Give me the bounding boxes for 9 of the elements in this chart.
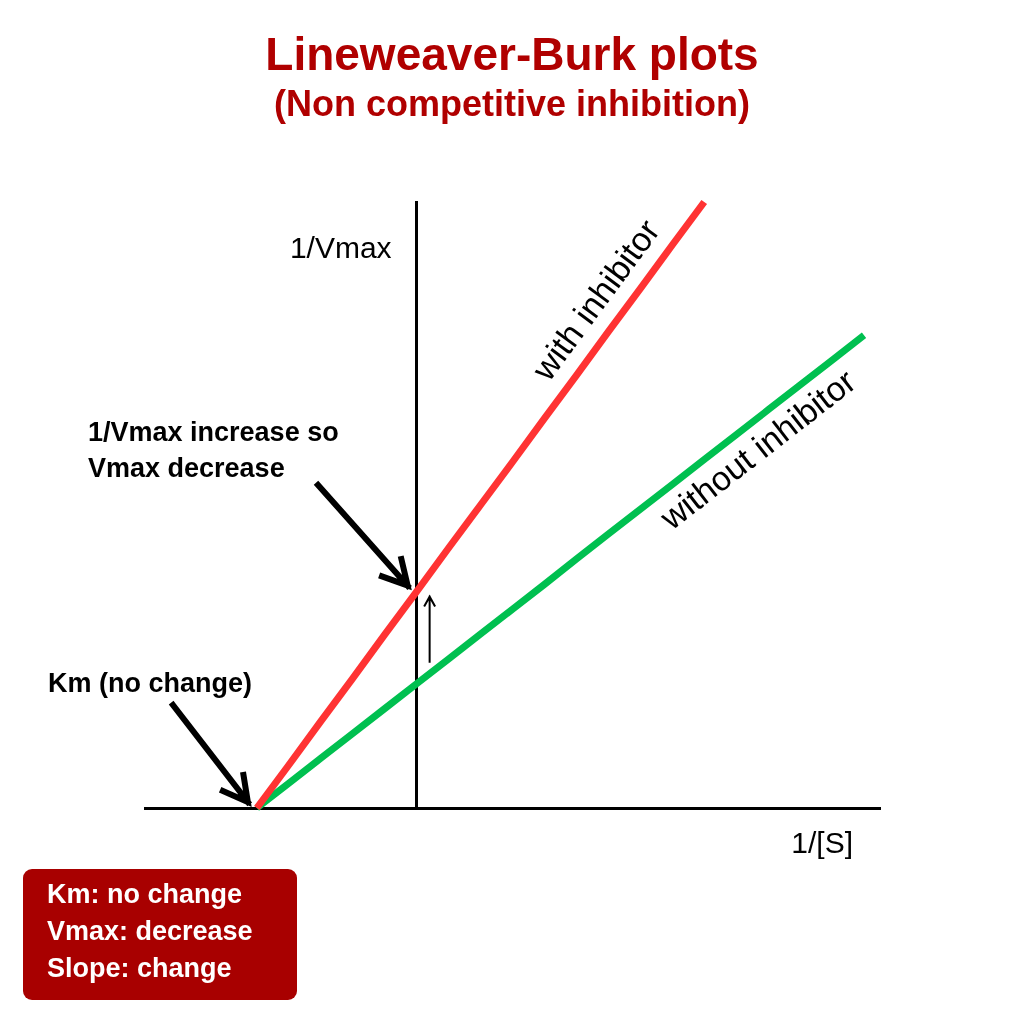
text: Km: no change (47, 878, 243, 911)
text: Slope: change (47, 952, 233, 985)
y-axis-title: 1/Vmax (289, 231, 392, 265)
x-axis-title: 1/[S] (791, 826, 853, 860)
annotation: Km (no change) (48, 667, 253, 700)
chart-subtitle: (Non competitive inhibition) (273, 83, 751, 125)
chart-title: Lineweaver-Burk plots (264, 28, 760, 81)
text: Vmax: decrease (47, 915, 253, 948)
annotation: 1/Vmax increase so Vmax decrease (88, 416, 340, 485)
